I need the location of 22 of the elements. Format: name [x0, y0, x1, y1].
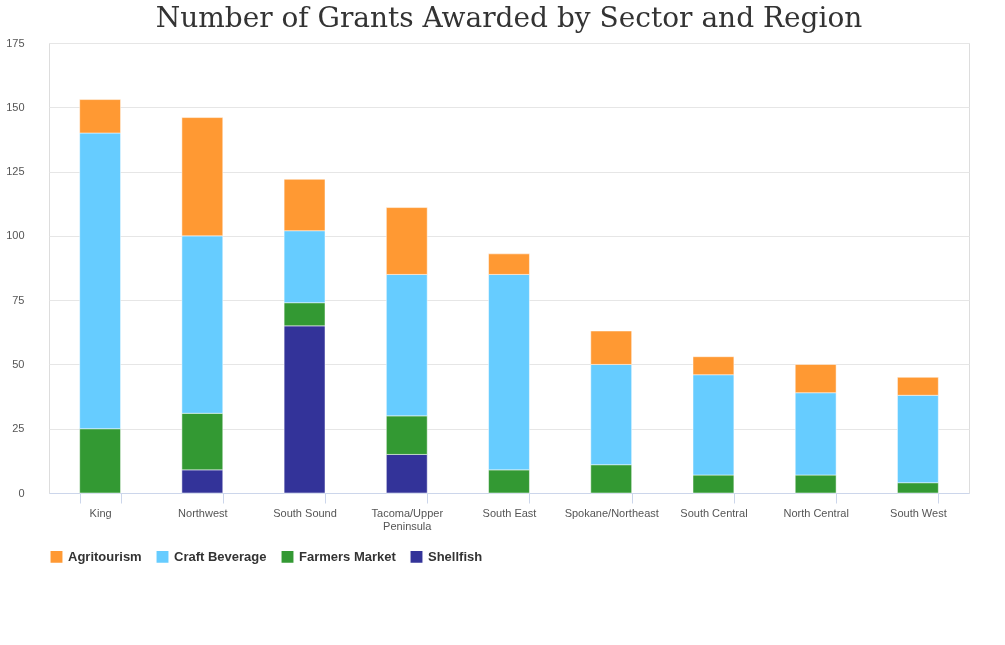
y-tick-label: 0 — [18, 486, 25, 499]
x-tick-label: King — [89, 506, 112, 519]
x-tick-label: North Central — [783, 506, 849, 519]
legend-label: Agritourism — [68, 548, 142, 564]
y-tick-label: 75 — [12, 293, 25, 306]
x-tick-label: South West — [890, 506, 947, 519]
chart-title: Number of Grants Awarded by Sector and Region — [155, 1, 863, 34]
x-tick-label: Northwest — [178, 506, 228, 519]
y-tick-label: 50 — [12, 357, 25, 370]
legend-label: Craft Beverage — [174, 548, 267, 564]
y-tick-label: 125 — [6, 165, 25, 178]
y-tick-label: 100 — [6, 229, 25, 242]
x-tick-label: Spokane/Northeast — [564, 506, 659, 519]
legend-label: Shellfish — [428, 548, 483, 564]
y-tick-label: 175 — [6, 36, 25, 49]
x-tick-label: South East — [482, 506, 537, 519]
y-tick-label: 25 — [12, 422, 25, 435]
x-tick-label: South Sound — [273, 506, 337, 519]
legend-label: Farmers Market — [299, 548, 397, 564]
x-tick-label: South Central — [680, 506, 748, 519]
y-tick-label: 150 — [6, 100, 25, 113]
x-tick-label: Tacoma/Upper Peninsula — [371, 506, 444, 532]
